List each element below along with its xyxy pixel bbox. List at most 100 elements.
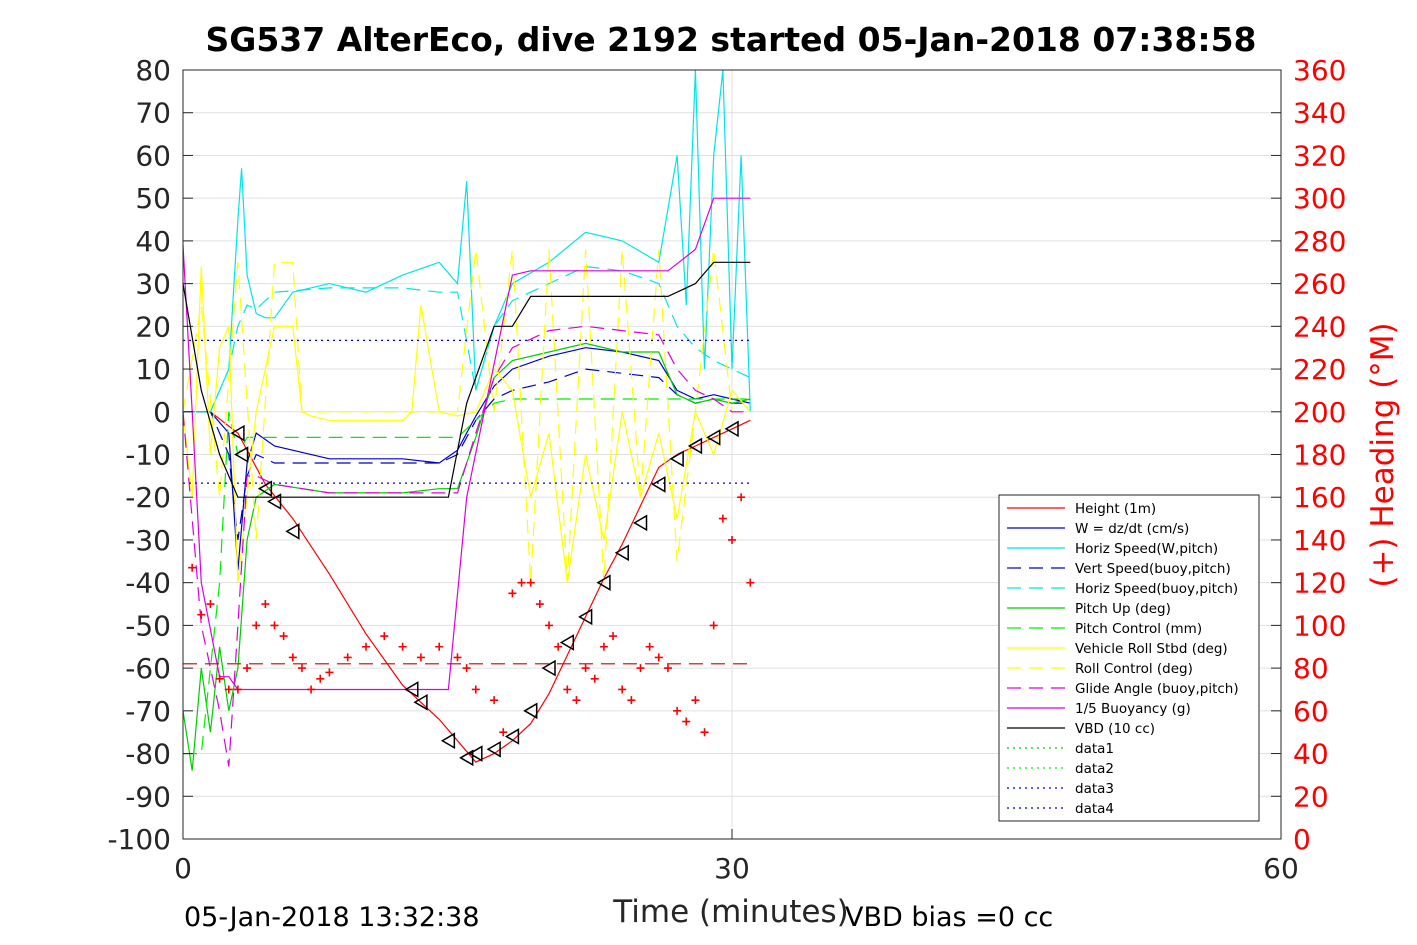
legend-label: data3 (1075, 781, 1114, 797)
chart-title: SG537 AlterEco, dive 2192 started 05-Jan… (205, 20, 1256, 59)
heading-point (215, 674, 224, 683)
heading-point (517, 578, 526, 587)
heading-point (526, 578, 535, 587)
series-vbd (182, 261, 751, 498)
tick-label-left: -100 (107, 823, 171, 856)
tick-label-right: 340 (1293, 97, 1346, 130)
legend-label: Glide Angle (buoy,pitch) (1075, 681, 1239, 697)
legend-label: Horiz Speed(buoy,pitch) (1075, 581, 1238, 597)
right-axis-label: (+) Heading (°M) (1365, 322, 1401, 587)
tick-label-right: 0 (1293, 823, 1311, 856)
legend-label: VBD (10 cc) (1075, 721, 1155, 737)
heading-point (572, 696, 581, 705)
heading-point (261, 600, 270, 609)
heading-point (206, 600, 215, 609)
heading-point (462, 664, 471, 673)
legend-label: data4 (1075, 801, 1114, 817)
tick-label-left: 0 (153, 396, 171, 429)
triangle-marker (413, 693, 428, 711)
tick-label-right: 220 (1293, 353, 1346, 386)
legend-label: data1 (1075, 741, 1114, 757)
heading-point (499, 728, 508, 737)
heading-point (233, 685, 242, 694)
legend-label: Roll Control (deg) (1075, 661, 1193, 677)
heading-point (188, 563, 197, 572)
tick-label-x: 60 (1263, 852, 1299, 885)
triangle-marker (285, 523, 300, 540)
triangle-marker (706, 429, 721, 446)
legend-label: Pitch Control (mm) (1075, 621, 1202, 637)
triangle-marker (596, 574, 611, 591)
heading-point (297, 664, 306, 673)
heading-point (535, 600, 544, 609)
tick-label-right: 60 (1293, 695, 1329, 728)
tick-label-right: 260 (1293, 268, 1346, 301)
triangle-marker (230, 424, 245, 442)
tick-label-left: 30 (135, 268, 171, 301)
heading-point (197, 610, 206, 619)
heading-point (673, 706, 682, 715)
heading-point (343, 653, 352, 662)
legend-label: Vehicle Roll Stbd (deg) (1075, 641, 1228, 657)
heading-point (224, 685, 233, 694)
legend-label: Horiz Speed(W,pitch) (1075, 541, 1218, 557)
legend-box (998, 494, 1260, 822)
heading-point (243, 664, 252, 673)
triangle-marker (724, 420, 739, 438)
heading-point (380, 632, 389, 641)
heading-point (609, 632, 618, 641)
heading-point (316, 674, 325, 683)
triangle-marker (459, 749, 474, 767)
triangle-marker (633, 514, 648, 532)
triangle-marker (541, 659, 556, 677)
heading-point (545, 621, 553, 630)
tick-label-right: 40 (1293, 738, 1329, 771)
triangle-marker (687, 437, 703, 455)
heading-point (325, 668, 334, 677)
legend-label: Vert Speed(buoy,pitch) (1075, 561, 1231, 577)
series-horiz_speed_buoy (183, 265, 751, 413)
triangle-marker (486, 740, 501, 758)
heading-point (645, 642, 654, 651)
tick-label-left: 40 (135, 225, 171, 258)
tick-label-right: 180 (1293, 439, 1346, 472)
heading-point (737, 493, 746, 502)
triangle-marker (614, 544, 629, 562)
heading-point (490, 696, 499, 705)
heading-point (288, 653, 297, 662)
tick-label-right: 140 (1293, 524, 1346, 557)
legend-label: 1/5 Buoyancy (g) (1075, 701, 1191, 717)
heading-point (270, 621, 279, 630)
triangle-marker (267, 493, 282, 510)
heading-point (563, 685, 572, 694)
tick-label-left: -70 (125, 695, 171, 728)
tick-label-right: 200 (1293, 396, 1346, 429)
triangle-marker (523, 702, 538, 720)
heading-point (746, 578, 755, 587)
series-pitch_control (183, 398, 751, 755)
tick-layer: 80706050403020100-10-20-30-40-50-60-70-8… (107, 54, 1346, 885)
tick-label-x: 0 (174, 852, 192, 885)
heading-point (636, 664, 645, 673)
legend-label: data2 (1075, 761, 1114, 777)
marker-layer (188, 420, 755, 767)
tick-label-left: 80 (135, 54, 171, 87)
heading-point (627, 696, 636, 705)
tick-label-right: 80 (1293, 652, 1329, 685)
tick-label-left: 10 (135, 353, 171, 386)
heading-point (554, 642, 563, 651)
tick-label-right: 320 (1293, 139, 1346, 172)
heading-point (682, 717, 691, 726)
tick-label-x: 30 (714, 852, 750, 885)
series-roll_control (182, 249, 751, 583)
heading-point (700, 728, 709, 737)
heading-point (307, 685, 316, 694)
tick-label-right: 240 (1293, 310, 1346, 343)
series-glide_angle (182, 325, 751, 767)
triangle-marker (440, 732, 456, 750)
tick-label-right: 280 (1293, 225, 1346, 258)
heading-point (279, 632, 288, 641)
tick-label-left: 20 (135, 310, 171, 343)
tick-label-left: -50 (125, 609, 171, 642)
